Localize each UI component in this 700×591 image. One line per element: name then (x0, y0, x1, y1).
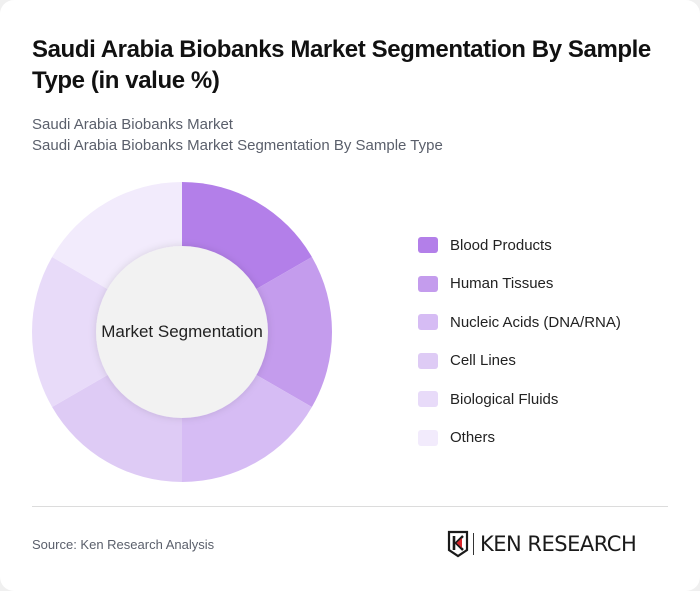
legend-item-blood-products[interactable]: Blood Products (418, 226, 621, 265)
chart-title: Saudi Arabia Biobanks Market Segmentatio… (32, 36, 651, 94)
chart-legend: Blood Products Human Tissues Nucleic Aci… (418, 226, 621, 457)
ken-research-shield-icon (447, 530, 469, 558)
donut-center (96, 246, 268, 418)
logo-divider (473, 533, 474, 555)
legend-item-nucleic-acids[interactable]: Nucleic Acids (DNA/RNA) (418, 303, 621, 342)
legend-item-biological-fluids[interactable]: Biological Fluids (418, 380, 621, 419)
legend-swatch (418, 352, 438, 369)
legend-swatch (418, 275, 438, 292)
subtitle-line-segmentation: Saudi Arabia Biobanks Market Segmentatio… (32, 137, 443, 154)
chart-subtitle: Saudi Arabia Biobanks Market Saudi Arabi… (32, 114, 443, 156)
legend-item-human-tissues[interactable]: Human Tissues (418, 265, 621, 304)
legend-swatch (418, 391, 438, 408)
legend-item-cell-lines[interactable]: Cell Lines (418, 342, 621, 381)
ken-research-logo: KEN RESEARCH (447, 530, 637, 558)
donut-svg (32, 182, 332, 482)
legend-swatch (418, 314, 438, 331)
donut-chart: Market Segmentation (32, 182, 332, 482)
subtitle-line-market: Saudi Arabia Biobanks Market (32, 116, 233, 133)
footer-divider (32, 506, 668, 507)
legend-item-others[interactable]: Others (418, 419, 621, 458)
legend-swatch (418, 237, 438, 254)
source-note: Source: Ken Research Analysis (32, 537, 215, 552)
legend-swatch (418, 429, 438, 446)
logo-text: KEN RESEARCH (480, 532, 637, 556)
